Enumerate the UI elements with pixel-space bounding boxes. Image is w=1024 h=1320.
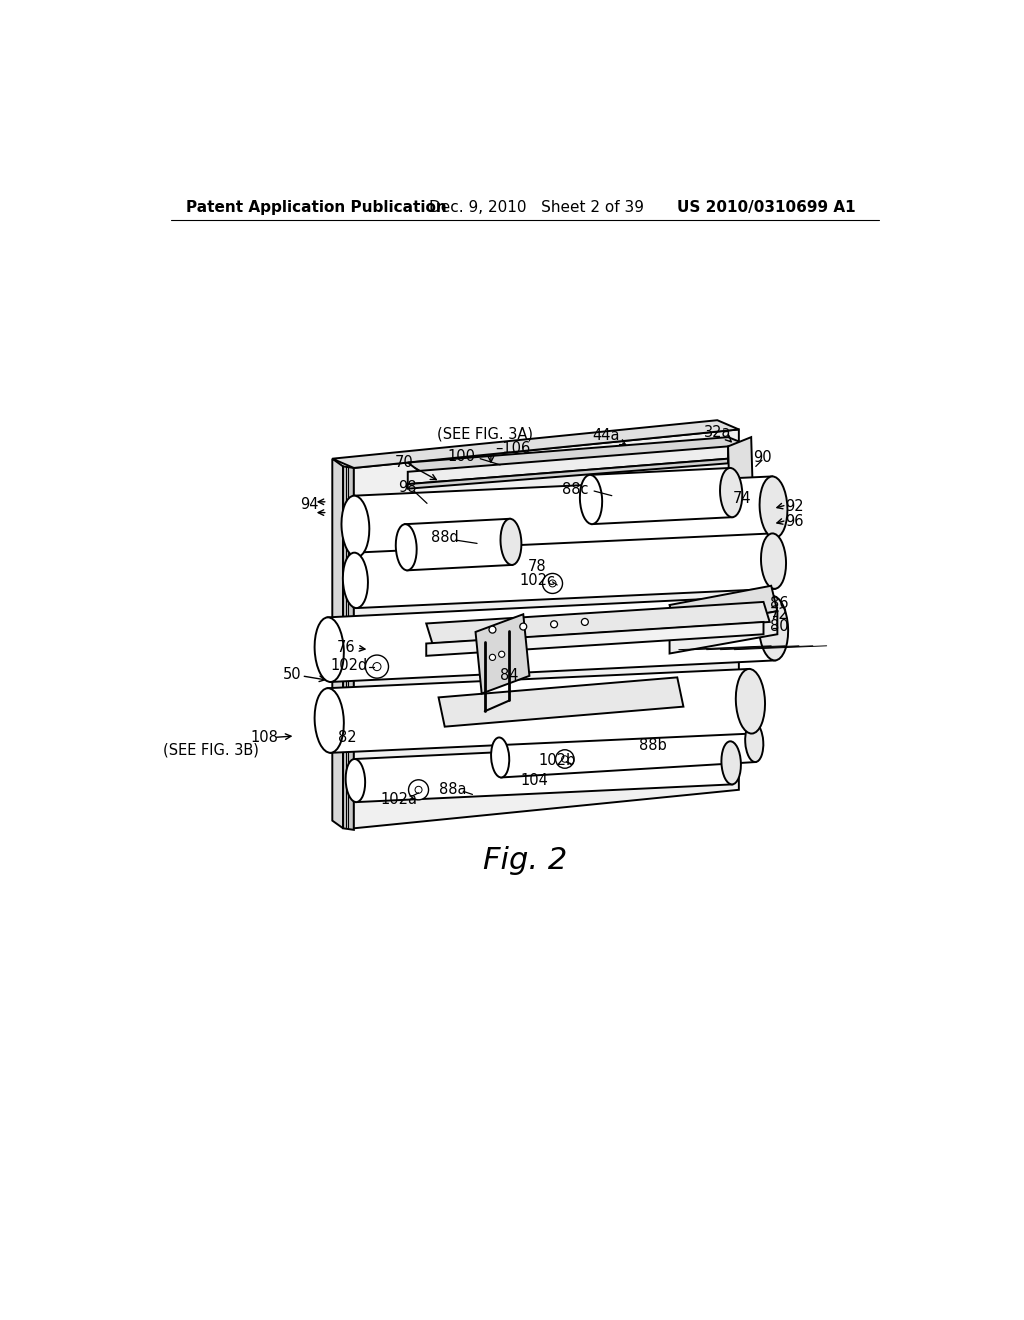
Ellipse shape [736,669,765,734]
Circle shape [409,780,429,800]
Polygon shape [408,437,752,471]
Ellipse shape [395,524,417,570]
Text: –106: –106 [496,441,530,457]
Polygon shape [328,669,752,752]
Ellipse shape [760,477,787,539]
Text: 78: 78 [527,558,547,574]
Polygon shape [728,437,753,499]
Circle shape [415,787,422,793]
Polygon shape [343,466,354,830]
Polygon shape [408,459,728,488]
Circle shape [551,620,557,628]
Circle shape [373,663,381,671]
Polygon shape [354,533,775,609]
Polygon shape [670,586,777,631]
Circle shape [489,626,496,634]
Text: 50: 50 [283,667,302,682]
Ellipse shape [346,759,366,803]
Text: 72: 72 [769,607,788,622]
Ellipse shape [314,618,344,682]
Text: 102c: 102c [519,573,555,587]
Polygon shape [590,469,732,524]
Text: 70: 70 [394,455,414,470]
Polygon shape [354,742,732,803]
Circle shape [582,619,589,626]
Polygon shape [438,677,683,726]
Circle shape [499,651,505,657]
Text: 108: 108 [251,730,279,744]
Polygon shape [426,602,770,644]
Polygon shape [354,429,739,829]
Text: 92: 92 [785,499,804,513]
Ellipse shape [761,533,786,589]
Text: Dec. 9, 2010   Sheet 2 of 39: Dec. 9, 2010 Sheet 2 of 39 [429,201,643,215]
Text: 94: 94 [300,498,318,512]
Text: 32a: 32a [703,425,731,440]
Circle shape [561,756,568,762]
Polygon shape [499,722,756,777]
Ellipse shape [492,738,509,777]
Text: 80: 80 [770,619,788,634]
Text: 102b: 102b [539,752,575,768]
Text: 88b: 88b [639,738,667,752]
Ellipse shape [343,553,368,609]
Circle shape [543,573,562,594]
Text: (SEE FIG. 3B): (SEE FIG. 3B) [163,742,258,758]
Ellipse shape [501,519,521,565]
Polygon shape [333,459,343,829]
Text: Patent Application Publication: Patent Application Publication [186,201,446,215]
Text: 88c: 88c [562,482,589,498]
Text: 86: 86 [770,595,788,611]
Text: (SEE FIG. 3A): (SEE FIG. 3A) [437,426,532,442]
Text: 104: 104 [520,774,548,788]
Polygon shape [333,420,739,469]
Polygon shape [354,477,775,557]
Polygon shape [728,490,753,515]
Text: 84: 84 [500,668,518,684]
Text: 74: 74 [732,491,752,507]
Polygon shape [406,519,512,570]
Polygon shape [670,611,777,653]
Polygon shape [426,622,764,656]
Ellipse shape [720,469,742,517]
Text: 102d: 102d [331,657,368,673]
Text: US 2010/0310699 A1: US 2010/0310699 A1 [677,201,856,215]
Ellipse shape [580,475,602,524]
Ellipse shape [341,496,370,557]
Polygon shape [328,595,775,682]
Circle shape [520,623,526,630]
Ellipse shape [722,742,741,784]
Text: 102a: 102a [380,792,417,807]
Text: 90: 90 [753,450,771,465]
Text: 82: 82 [338,730,357,744]
Text: 98: 98 [398,480,417,495]
Ellipse shape [314,688,344,752]
Text: 96: 96 [785,515,804,529]
Circle shape [556,750,574,768]
Text: 44a: 44a [593,428,621,444]
Text: 88d: 88d [431,529,459,545]
Ellipse shape [759,595,788,660]
Text: Fig. 2: Fig. 2 [482,846,567,875]
Text: 88a: 88a [438,783,466,797]
Circle shape [549,579,556,587]
Polygon shape [475,614,529,693]
Text: 100: 100 [447,449,476,463]
Ellipse shape [745,722,763,762]
Circle shape [366,655,388,678]
Polygon shape [408,446,728,484]
Text: 76: 76 [337,640,355,655]
Circle shape [489,655,496,660]
